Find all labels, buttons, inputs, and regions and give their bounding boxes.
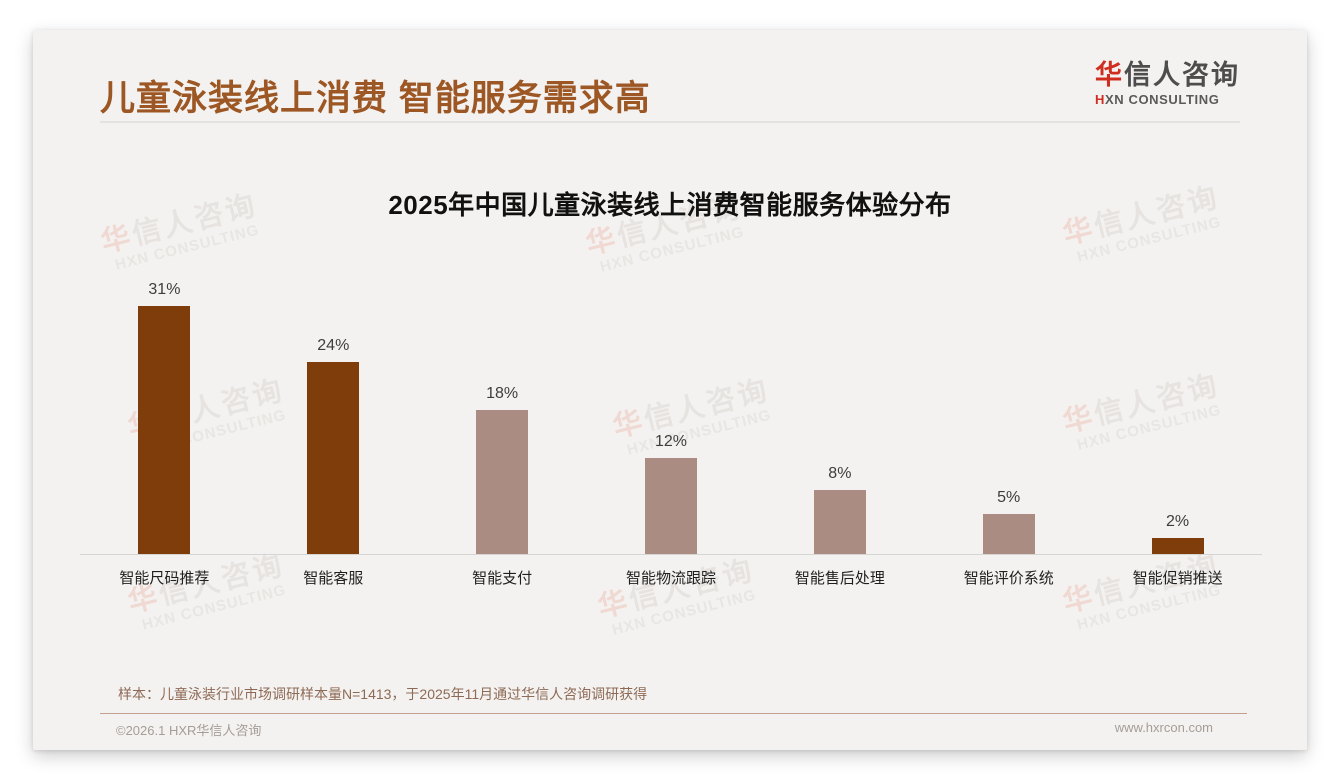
bar-value-label: 5%: [997, 489, 1021, 506]
bar: [476, 410, 529, 554]
bar-column: 18%: [418, 385, 587, 554]
bar-column: 2%: [1093, 513, 1262, 554]
x-axis-baseline: [80, 554, 1262, 555]
bar: [138, 306, 191, 554]
x-axis-label: 智能尺码推荐: [119, 570, 210, 587]
bar-column: 5%: [924, 489, 1093, 554]
title-divider: [100, 121, 1240, 123]
x-axis-labels: 智能尺码推荐 智能客服 智能支付 智能物流跟踪 智能售后处理 智能评价系统 智能促销推送: [80, 567, 1262, 588]
brand-logo-english: HXN CONSULTING: [1095, 91, 1220, 107]
brand-logo-chinese: 华信人咨询: [1095, 60, 1240, 90]
bar-column: 24%: [249, 337, 418, 554]
website-url: www.hxrcon.com: [1114, 720, 1213, 735]
bar-column: 31%: [80, 281, 249, 554]
bar-chart: 2025年中国儿童泳装线上消费智能服务体验分布 31% 24% 18% 12% 8% 5%…: [33, 30, 1307, 750]
bar-value-label: 18%: [486, 385, 519, 402]
x-axis-label: 智能支付: [472, 570, 533, 587]
x-axis-label: 智能评价系统: [963, 570, 1054, 587]
brand-logo: 华信人咨询 HXN CONSULTING: [1095, 60, 1240, 107]
footer-divider: [100, 713, 1247, 714]
bar-value-label: 31%: [148, 281, 181, 298]
bar-value-label: 8%: [828, 465, 852, 482]
bar: [982, 514, 1035, 554]
bar-value-label: 24%: [317, 337, 350, 354]
bar-value-label: 2%: [1166, 513, 1190, 530]
bar: [813, 490, 866, 554]
chart-title: 2025年中国儿童泳装线上消费智能服务体验分布: [388, 190, 952, 220]
page-title: 儿童泳装线上消费 智能服务需求高: [100, 79, 651, 118]
bar-column: 8%: [755, 465, 924, 554]
x-axis-label: 智能促销推送: [1132, 570, 1223, 587]
bar: [645, 458, 697, 554]
x-axis-label: 智能物流跟踪: [626, 570, 717, 587]
brand-logo-accent-letter: H: [1095, 91, 1105, 107]
brand-logo-accent-char: 华: [1095, 60, 1124, 90]
bar: [1151, 538, 1204, 554]
x-axis-label: 智能售后处理: [794, 570, 885, 587]
x-axis-label: 智能客服: [303, 570, 364, 587]
sample-note: 样本：儿童泳装行业市场调研样本量N=1413，于2025年11月通过华信人咨询调…: [118, 686, 648, 702]
bar-value-label: 12%: [654, 433, 688, 450]
bar: [307, 362, 360, 554]
report-card: 华信人咨询 HXN CONSULTING 华信人咨询 HXN CONSULTING 华信…: [33, 30, 1307, 750]
copyright-text: ©2026.1 HXR华信人咨询: [116, 723, 262, 738]
bar-column: 12%: [587, 433, 756, 554]
bars-row: 31% 24% 18% 12% 8% 5% 2%: [80, 30, 1262, 554]
